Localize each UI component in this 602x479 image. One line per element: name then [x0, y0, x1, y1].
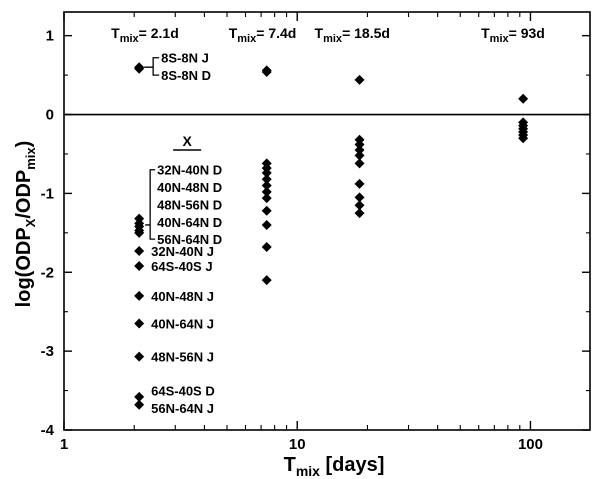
y-axis-title-part1: log(ODP — [13, 227, 35, 307]
data-point — [261, 193, 272, 204]
data-point — [261, 180, 272, 191]
tmix-annotation-sub: mix — [490, 33, 510, 45]
tmix-annotation-sub: mix — [120, 33, 140, 45]
data-point — [354, 208, 365, 219]
x-axis-title: Tmix [days] — [284, 454, 385, 479]
data-point — [134, 290, 145, 301]
x-tick-label: 100 — [518, 436, 543, 453]
data-point — [134, 351, 145, 362]
bracket-8s8n — [144, 57, 160, 76]
data-point — [261, 205, 272, 216]
data-point — [134, 399, 145, 410]
data-points — [134, 62, 529, 410]
y-tick-label: -3 — [41, 343, 54, 360]
data-point — [354, 150, 365, 161]
data-point — [354, 200, 365, 211]
point-label: 56N-64N J — [151, 401, 214, 416]
y-axis-title-sub2: mix — [23, 147, 38, 170]
group-header-x: X — [182, 133, 192, 149]
data-point — [518, 133, 529, 144]
tmix-annotation-value: = 18.5d — [342, 25, 390, 41]
tmix-annotation: Tmix= 93d — [481, 25, 545, 45]
y-tick-label: -4 — [41, 422, 55, 439]
point-label: 8S-8N D — [161, 68, 211, 83]
tmix-annotation-sub: mix — [237, 33, 257, 45]
tmix-annotation: Tmix= 18.5d — [315, 25, 390, 45]
point-label: 56N-64N D — [157, 232, 222, 247]
y-tick-label: -1 — [41, 185, 54, 202]
bracket-dec-group — [145, 169, 156, 240]
tmix-annotation-main: T — [481, 25, 490, 41]
tmix-annotation-main: T — [111, 25, 120, 41]
data-point — [261, 219, 272, 230]
axes-frame — [63, 11, 591, 431]
data-point — [354, 139, 365, 150]
data-point — [261, 174, 272, 185]
point-label: 48N-56N D — [157, 197, 222, 212]
data-point — [134, 260, 145, 271]
point-label: 40N-64N D — [157, 215, 222, 230]
x-axis-title-main: T — [284, 454, 296, 476]
point-label: 8S-8N J — [161, 51, 209, 66]
data-point — [261, 66, 272, 77]
x-tick-label: 10 — [289, 436, 306, 453]
y-axis-title-part3: ) — [13, 141, 35, 148]
point-label: 64S-40S J — [151, 259, 212, 274]
point-label: 32N-40N D — [157, 163, 222, 178]
data-point — [134, 245, 145, 256]
point-label: 48N-56N J — [151, 350, 214, 365]
y-axis-title-part2: /ODP — [13, 170, 35, 219]
tmix-annotation-sub: mix — [323, 33, 343, 45]
data-point — [261, 186, 272, 197]
point-label: 64S-40S D — [151, 384, 215, 399]
data-point — [134, 318, 145, 329]
data-point — [261, 275, 272, 286]
tmix-annotation-main: T — [315, 25, 324, 41]
data-point — [261, 242, 272, 253]
data-point — [354, 158, 365, 169]
x-tick-label: 1 — [60, 436, 68, 453]
tmix-annotation-value: = 7.4d — [256, 25, 296, 41]
tmix-annotation: Tmix= 2.1d — [111, 25, 179, 45]
data-point — [354, 74, 365, 85]
data-point — [354, 145, 365, 156]
tmix-annotations: Tmix= 2.1d Tmix= 7.4d Tmix= 18.5d Tmix= 93d — [111, 25, 545, 45]
point-label: 40N-48N D — [157, 180, 222, 195]
data-point — [134, 227, 145, 238]
y-tick-label: 0 — [46, 107, 54, 124]
data-point — [518, 93, 529, 104]
point-label: 40N-64N J — [151, 317, 214, 332]
tmix-annotation: Tmix= 7.4d — [229, 25, 297, 45]
point-label: 40N-48N J — [151, 289, 214, 304]
tmix-annotation-main: T — [229, 25, 238, 41]
plot-frame — [63, 11, 591, 431]
data-point — [261, 167, 272, 178]
region-labels: X 8S-8N J 8S-8N D 32N-40N D 40N-48N D 48N-56N… — [144, 51, 222, 416]
x-axis-title-rest: [days] — [320, 454, 384, 476]
x-axis-title-sub: mix — [296, 463, 320, 479]
y-axis-title-sub1: X — [23, 218, 38, 227]
y-tick-label: 1 — [46, 28, 54, 45]
data-point — [134, 391, 145, 402]
y-tick-label: -2 — [41, 264, 54, 281]
tmix-annotation-value: = 2.1d — [139, 25, 179, 41]
data-point — [354, 178, 365, 189]
data-point — [134, 63, 145, 74]
point-label: 32N-40N J — [151, 244, 214, 259]
data-point — [354, 192, 365, 203]
y-axis-title: log(ODPX/ODPmix) — [13, 141, 38, 308]
tmix-annotation-value: = 93d — [509, 25, 545, 41]
